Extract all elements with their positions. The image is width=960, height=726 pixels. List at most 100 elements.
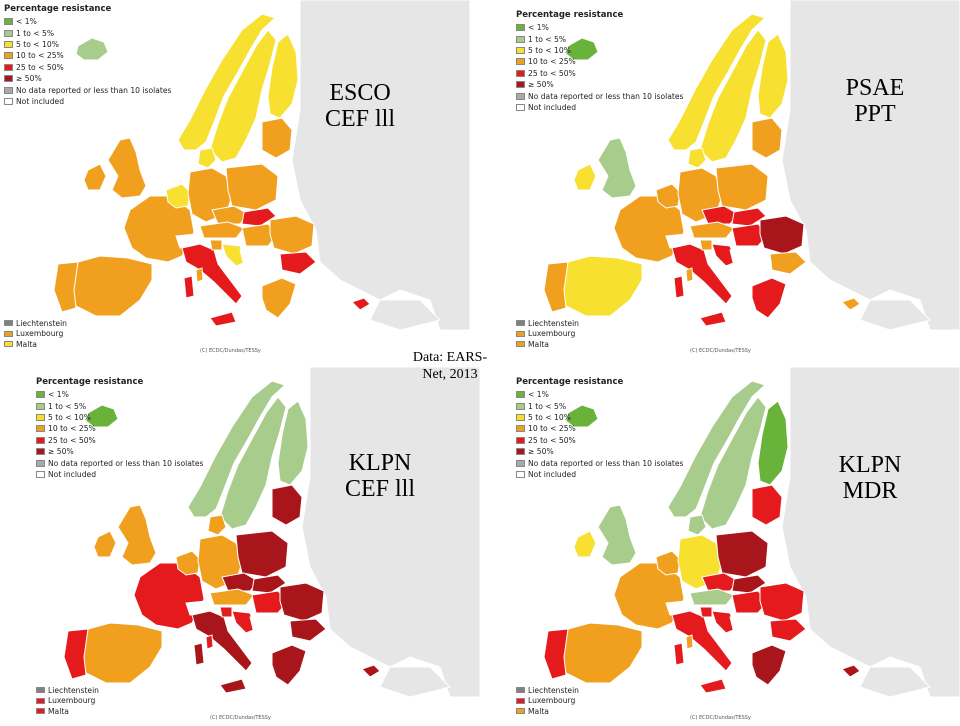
legend-item: 10 to < 25% — [516, 56, 683, 67]
island-italy-1 — [673, 275, 685, 299]
legend-label: Not included — [528, 469, 577, 479]
legend-swatch — [4, 29, 13, 37]
small-country-label: Malta — [48, 706, 69, 716]
legend-label: 10 to < 25% — [48, 424, 96, 434]
country-cyprus — [351, 297, 371, 311]
small-country-swatch — [516, 708, 525, 715]
country-ireland — [83, 163, 107, 191]
country-slovenia — [219, 606, 233, 618]
country-uk — [597, 504, 637, 566]
legend: Percentage resistance < 1% 1 to < 5% 5 to <… — [36, 377, 203, 480]
panel-title-line1: KLPN — [838, 452, 902, 478]
small-country-label: Malta — [528, 706, 549, 716]
country-slovenia — [209, 239, 223, 251]
europe-map — [543, 367, 960, 698]
legend-label: 25 to < 50% — [48, 435, 96, 445]
country-denmark — [207, 514, 227, 536]
non-included-land-0 — [781, 0, 960, 331]
legend-label: 5 to < 10% — [48, 412, 91, 422]
legend-swatch — [4, 40, 13, 48]
country-balkans — [729, 616, 767, 652]
small-country-label: Liechtenstein — [528, 685, 579, 695]
country-portugal — [543, 261, 569, 313]
data-source-note: Data: EARS-Net, 2013 — [412, 350, 488, 382]
small-country-label: Malta — [528, 339, 549, 349]
legend-swatch — [516, 103, 525, 111]
country-benelux — [655, 183, 681, 209]
small-country-item: Liechtenstein — [4, 318, 67, 329]
small-country-swatch — [516, 697, 525, 704]
legend-label: No data reported or less than 10 isolate… — [528, 458, 684, 468]
island-italy-1 — [193, 642, 205, 666]
country-slovakia — [731, 574, 767, 594]
small-country-item: Luxembourg — [516, 329, 579, 340]
country-greece — [751, 644, 787, 686]
legend-swatch — [516, 24, 525, 32]
small-country-swatch — [4, 330, 13, 337]
island-italy-0 — [219, 678, 247, 694]
legend-item: ≥ 50% — [516, 446, 683, 457]
legend: Percentage resistance < 1% 1 to < 5% 5 to <… — [516, 10, 683, 113]
legend-label: < 1% — [48, 390, 69, 400]
country-uk — [597, 137, 637, 199]
country-denmark — [197, 147, 217, 169]
non-included-land-1 — [859, 299, 931, 331]
country-ireland — [573, 163, 597, 191]
non-included-land-1 — [859, 666, 931, 698]
legend-label: 25 to < 50% — [528, 435, 576, 445]
panel-title-line1: KLPN — [348, 450, 412, 476]
country-benelux — [165, 183, 191, 209]
country-norway — [177, 13, 276, 151]
legend-item: 25 to < 50% — [4, 62, 171, 73]
country-ireland — [573, 530, 597, 558]
country-romania — [759, 215, 805, 255]
island-italy-0 — [699, 678, 727, 694]
map-panel-klpn-cef: Percentage resistance < 1% 1 to < 5% 5 to <… — [10, 367, 480, 722]
legend-swatch — [36, 448, 45, 456]
small-country-item: Liechtenstein — [516, 685, 579, 696]
legend-swatch — [516, 425, 525, 433]
legend-swatch — [4, 18, 13, 26]
country-denmark — [687, 514, 707, 536]
legend-title: Percentage resistance — [4, 4, 112, 14]
country-balkans — [249, 616, 287, 652]
country-cyprus — [361, 664, 381, 678]
country-france — [613, 195, 685, 263]
country-spain — [79, 622, 163, 684]
legend-swatch — [516, 46, 525, 54]
country-sweden — [699, 396, 767, 530]
country-poland — [235, 530, 289, 578]
legend-swatch — [4, 52, 13, 60]
legend-title: Percentage resistance — [516, 377, 624, 387]
panel-title: KLPN CEF lll — [325, 450, 435, 502]
country-uk — [117, 504, 157, 566]
small-country-item: Malta — [36, 706, 99, 717]
country-france — [133, 562, 205, 630]
legend-label: ≥ 50% — [48, 447, 74, 457]
country-bulgaria — [769, 251, 807, 275]
island-italy-1 — [183, 275, 195, 299]
country-sweden — [699, 29, 767, 163]
legend-swatch — [36, 436, 45, 444]
country-romania — [759, 582, 805, 622]
small-countries-legend: Liechtenstein Luxembourg Malta — [516, 685, 579, 717]
legend-swatch — [516, 81, 525, 89]
legend-swatch — [36, 425, 45, 433]
non-included-land-0 — [291, 0, 470, 331]
legend-swatch — [4, 75, 13, 83]
country-sweden — [209, 29, 277, 163]
small-country-item: Luxembourg — [36, 696, 99, 707]
legend-label: 1 to < 5% — [16, 28, 55, 38]
small-countries-legend: Liechtenstein Luxembourg Malta — [516, 318, 579, 350]
country-austria — [209, 588, 255, 606]
legend-label: < 1% — [528, 390, 549, 400]
country-iceland — [75, 37, 109, 61]
country-cyprus — [841, 664, 861, 678]
country-bulgaria — [769, 618, 807, 642]
legend-item: ≥ 50% — [516, 79, 683, 90]
legend-item: 10 to < 25% — [36, 423, 203, 434]
europe-map — [53, 0, 470, 331]
small-country-label: Luxembourg — [528, 329, 576, 339]
legend-item: 25 to < 50% — [516, 68, 683, 79]
legend-label: 1 to < 5% — [528, 34, 567, 44]
